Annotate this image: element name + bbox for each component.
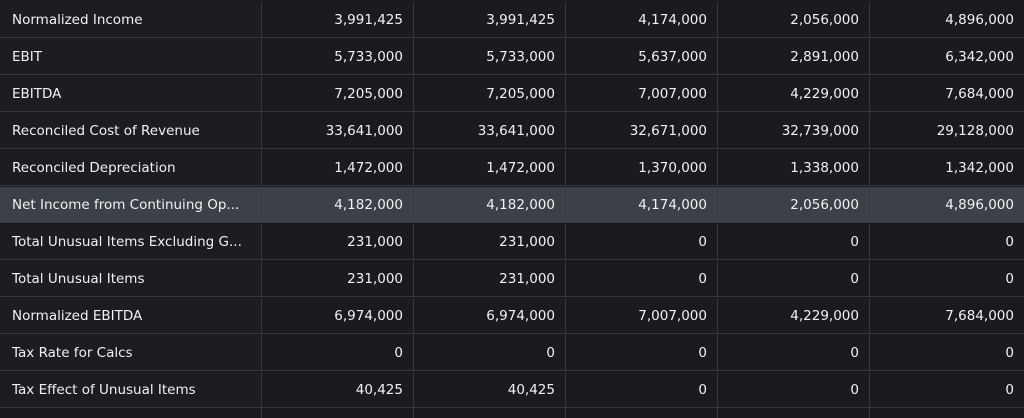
table-row[interactable]: Reconciled Cost of Revenue 33,641,000 33… — [0, 113, 1024, 149]
grid-column-divider — [566, 408, 718, 418]
table-cell: 6,974,000 — [262, 298, 414, 333]
table-cell: 33,641,000 — [414, 113, 566, 148]
table-cell: 0 — [566, 372, 718, 407]
table-cell: 0 — [566, 335, 718, 370]
table-cell: 0 — [414, 335, 566, 370]
table-cell: 7,205,000 — [414, 76, 566, 111]
table-cell: 0 — [262, 335, 414, 370]
table-cell: 4,229,000 — [718, 298, 870, 333]
table-cell: 6,974,000 — [414, 298, 566, 333]
table-cell: 1,338,000 — [718, 150, 870, 185]
grid-column-divider — [870, 408, 1024, 418]
table-cell: 4,174,000 — [566, 187, 718, 222]
row-label: Normalized Income — [0, 2, 262, 37]
table-cell: 4,229,000 — [718, 76, 870, 111]
table-cell: 5,733,000 — [414, 39, 566, 74]
table-row[interactable]: EBITDA 7,205,000 7,205,000 7,007,000 4,2… — [0, 76, 1024, 112]
table-bottom-edge — [0, 408, 1024, 418]
table-cell: 231,000 — [262, 261, 414, 296]
table-cell: 7,007,000 — [566, 76, 718, 111]
table-row-highlighted[interactable]: Net Income from Continuing Op... 4,182,0… — [0, 187, 1024, 223]
table-cell: 40,425 — [262, 372, 414, 407]
table-cell: 7,684,000 — [945, 85, 1014, 102]
table-cell: 32,671,000 — [566, 113, 718, 148]
row-label: Reconciled Depreciation — [0, 150, 262, 185]
table-row[interactable]: EBIT 5,733,000 5,733,000 5,637,000 2,891… — [0, 39, 1024, 75]
table-cell: 231,000 — [414, 261, 566, 296]
row-label: EBIT — [0, 39, 262, 74]
table-row[interactable]: Tax Rate for Calcs 0 0 0 0 0 — [0, 335, 1024, 371]
table-cell: 32,739,000 — [718, 113, 870, 148]
table-cell: 4,896,000 — [945, 196, 1014, 213]
row-label: Tax Effect of Unusual Items — [0, 372, 262, 407]
row-label: Normalized EBITDA — [0, 298, 262, 333]
table-cell: 1,342,000 — [945, 159, 1014, 176]
table-cell: 6,342,000 — [945, 48, 1014, 65]
table-cell: 5,733,000 — [262, 39, 414, 74]
row-label: EBITDA — [0, 76, 262, 111]
table-cell: 2,891,000 — [718, 39, 870, 74]
table-row[interactable]: Total Unusual Items 231,000 231,000 0 0 … — [0, 261, 1024, 297]
table-row[interactable]: Tax Effect of Unusual Items 40,425 40,42… — [0, 372, 1024, 408]
table-cell: 0 — [718, 372, 870, 407]
row-label: Net Income from Continuing Op... — [0, 187, 262, 222]
grid-column-divider — [262, 408, 414, 418]
table-cell: 0 — [1005, 381, 1014, 398]
table-cell: 4,896,000 — [945, 11, 1014, 28]
table-cell: 7,205,000 — [262, 76, 414, 111]
table-cell: 2,056,000 — [718, 2, 870, 37]
table-cell: 0 — [566, 224, 718, 259]
table-cell: 0 — [718, 261, 870, 296]
table-cell: 1,472,000 — [414, 150, 566, 185]
grid-column-divider — [0, 408, 262, 418]
table-row[interactable]: Normalized Income 3,991,425 3,991,425 4,… — [0, 2, 1024, 38]
row-label: Reconciled Cost of Revenue — [0, 113, 262, 148]
table-cell: 4,174,000 — [566, 2, 718, 37]
table-cell: 0 — [1005, 270, 1014, 287]
row-label: Total Unusual Items — [0, 261, 262, 296]
table-cell: 1,370,000 — [566, 150, 718, 185]
table-cell: 0 — [566, 261, 718, 296]
table-row[interactable]: Reconciled Depreciation 1,472,000 1,472,… — [0, 150, 1024, 186]
table-cell: 33,641,000 — [262, 113, 414, 148]
table-cell: 29,128,000 — [936, 122, 1014, 139]
table-cell: 0 — [1005, 233, 1014, 250]
table-row[interactable]: Total Unusual Items Excluding G... 231,0… — [0, 224, 1024, 260]
table-cell: 0 — [718, 224, 870, 259]
table-cell: 7,007,000 — [566, 298, 718, 333]
table-cell: 4,182,000 — [414, 187, 566, 222]
table-cell: 40,425 — [414, 372, 566, 407]
table-cell: 3,991,425 — [414, 2, 566, 37]
table-cell: 1,472,000 — [262, 150, 414, 185]
table-cell: 0 — [718, 335, 870, 370]
table-cell: 3,991,425 — [262, 2, 414, 37]
table-cell: 7,684,000 — [945, 307, 1014, 324]
table-cell: 5,637,000 — [566, 39, 718, 74]
row-label: Tax Rate for Calcs — [0, 335, 262, 370]
table-row[interactable]: Normalized EBITDA 6,974,000 6,974,000 7,… — [0, 298, 1024, 334]
table-cell: 231,000 — [262, 224, 414, 259]
row-label: Total Unusual Items Excluding G... — [0, 224, 262, 259]
grid-column-divider — [414, 408, 566, 418]
table-cell: 231,000 — [414, 224, 566, 259]
table-cell: 2,056,000 — [718, 187, 870, 222]
table-cell: 4,182,000 — [262, 187, 414, 222]
table-cell: 0 — [1005, 344, 1014, 361]
grid-column-divider — [718, 408, 870, 418]
